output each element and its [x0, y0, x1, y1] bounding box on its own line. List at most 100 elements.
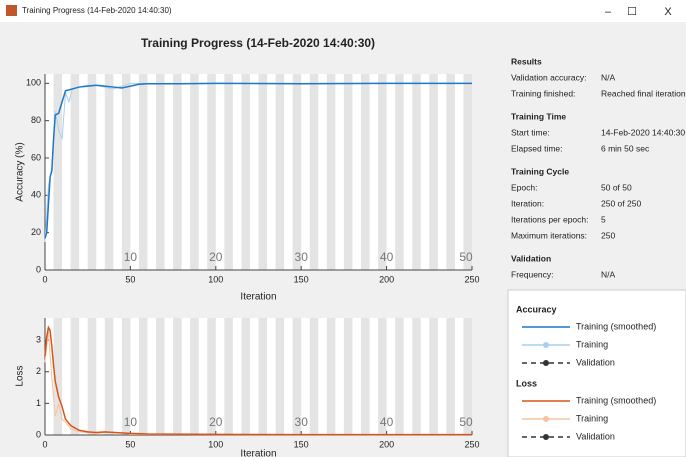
y-tick-label: 0	[36, 264, 41, 274]
epoch-stripe	[412, 318, 421, 435]
epoch-stripe	[224, 74, 233, 270]
epoch-stripe	[412, 74, 421, 270]
y-tick-label: 100	[26, 78, 41, 88]
y-tick-label: 1	[36, 398, 41, 408]
legend-label: Validation	[576, 357, 615, 367]
epoch-stripe	[53, 74, 63, 270]
epoch-stripe	[309, 318, 319, 435]
x-tick-label: 0	[42, 274, 47, 284]
info-label: Iterations per epoch:	[511, 214, 589, 224]
x-tick-label: 150	[294, 274, 309, 284]
info-panel: Results Validation accuracy: N/A Training f…	[511, 56, 686, 295]
epoch-stripe	[138, 318, 148, 435]
epoch-stripe	[275, 318, 285, 435]
epoch-stripe	[121, 318, 131, 435]
info-label: Frequency:	[511, 269, 554, 279]
maximize[interactable]: ☐	[627, 6, 637, 18]
info-value: 5	[601, 214, 606, 224]
epoch-stripe	[343, 318, 353, 435]
epoch-label: 50	[459, 250, 473, 264]
epoch-stripe	[156, 74, 165, 270]
info-label: Training finished:	[511, 88, 575, 98]
epoch-stripe	[429, 318, 438, 435]
epoch-label: 30	[295, 415, 309, 429]
epoch-stripe	[378, 318, 387, 435]
y-tick-label: 0	[36, 429, 41, 439]
epoch-label: 20	[209, 415, 223, 429]
epoch-stripe	[207, 74, 216, 270]
epoch-stripe	[258, 318, 268, 435]
x-tick-label: 200	[379, 439, 394, 449]
epoch-stripe	[343, 74, 353, 270]
y-axis-label: Loss	[15, 365, 26, 386]
line-series	[44, 325, 472, 436]
line-series	[44, 82, 472, 239]
minimize[interactable]: –	[605, 6, 612, 18]
info-label: Maximum iterations:	[511, 230, 587, 240]
section-heading: Training Cycle	[511, 166, 569, 176]
y-tick-label: 20	[31, 227, 41, 237]
epoch-stripe	[70, 74, 80, 270]
epoch-stripe	[360, 74, 370, 270]
info-value: 250	[601, 230, 615, 240]
info-value: N/A	[601, 269, 616, 279]
epoch-label: 40	[380, 415, 394, 429]
epoch-stripe	[446, 74, 455, 270]
legend-label: Validation	[576, 431, 615, 441]
epoch-label: 20	[209, 250, 223, 264]
epoch-label: 40	[380, 250, 394, 264]
info-label: Iteration:	[511, 198, 544, 208]
info-label: Start time:	[511, 127, 550, 137]
x-tick-label: 100	[208, 439, 223, 449]
legend-marker	[543, 342, 549, 348]
y-tick-label: 60	[31, 152, 41, 162]
window-title: Training Progress (14-Feb-2020 14:40:30)	[22, 6, 172, 15]
info-value: N/A	[601, 285, 616, 295]
x-tick-label: 100	[208, 274, 223, 284]
epoch-stripe	[53, 318, 63, 435]
epoch-stripe	[292, 74, 302, 270]
legend-title: Loss	[516, 378, 537, 388]
info-label: Elapsed time:	[511, 143, 563, 153]
title-bar	[0, 0, 686, 22]
x-tick-label: 250	[464, 439, 479, 449]
section-heading: Validation	[511, 253, 551, 263]
epoch-stripe	[121, 74, 131, 270]
x-tick-label: 50	[125, 274, 135, 284]
epoch-stripe	[292, 318, 302, 435]
plot-title: Training Progress (14-Feb-2020 14:40:30)	[141, 36, 375, 50]
epoch-stripe	[463, 74, 472, 270]
epoch-stripe	[190, 318, 199, 435]
close[interactable]: X	[664, 6, 672, 18]
section-heading: Training Time	[511, 111, 566, 121]
epoch-label: 10	[124, 415, 138, 429]
epoch-stripe	[378, 74, 387, 270]
info-label: Validation accuracy:	[511, 72, 586, 82]
epoch-stripe	[446, 318, 455, 435]
epoch-stripe	[258, 74, 268, 270]
epoch-stripe	[104, 74, 114, 270]
legend-label: Training	[576, 339, 608, 349]
info-value: 250 of 250	[601, 198, 641, 208]
legend-label: Training (smoothed)	[576, 395, 656, 405]
y-tick-label: 80	[31, 115, 41, 125]
epoch-stripe	[70, 318, 80, 435]
y-tick-label: 3	[36, 335, 41, 345]
y-tick-label: 40	[31, 190, 41, 200]
epoch-stripe	[463, 318, 472, 435]
epoch-stripe	[241, 74, 250, 270]
info-value: 6 min 50 sec	[601, 143, 650, 153]
legend-title: Accuracy	[516, 304, 557, 314]
epoch-stripe	[138, 74, 148, 270]
y-axis-label: Accuracy (%)	[15, 142, 26, 201]
section-heading: Results	[511, 56, 542, 66]
epoch-stripe	[326, 74, 336, 270]
epoch-stripe	[309, 74, 319, 270]
epoch-stripe	[224, 318, 233, 435]
epoch-stripe	[241, 318, 250, 435]
epoch-stripe	[87, 74, 97, 270]
x-tick-label: 200	[379, 274, 394, 284]
x-tick-label: 50	[125, 439, 135, 449]
epoch-stripe	[429, 74, 438, 270]
